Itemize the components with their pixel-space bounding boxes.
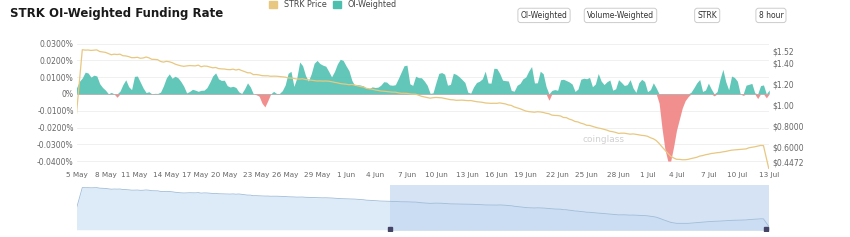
Text: OI-Weighted: OI-Weighted bbox=[520, 11, 568, 20]
Text: Volume-Weighted: Volume-Weighted bbox=[587, 11, 654, 20]
Legend: STRK Price, OI-Weighted: STRK Price, OI-Weighted bbox=[267, 0, 399, 12]
Text: 8 hour: 8 hour bbox=[758, 11, 784, 20]
Text: coinglass: coinglass bbox=[582, 135, 624, 144]
Text: STRK OI-Weighted Funding Rate: STRK OI-Weighted Funding Rate bbox=[10, 7, 224, 20]
Text: STRK: STRK bbox=[697, 11, 717, 20]
Bar bbox=[389, 185, 769, 231]
